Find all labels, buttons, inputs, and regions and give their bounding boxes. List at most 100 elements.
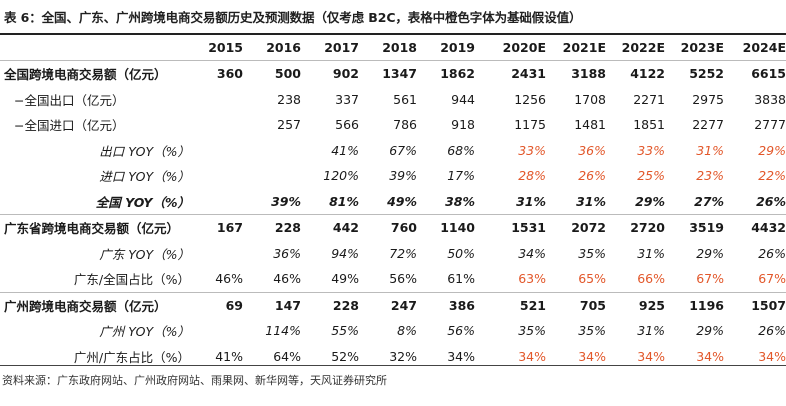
value-cell: 1175	[514, 117, 546, 133]
value-cell: 50%	[447, 245, 475, 261]
data-table: 2015 2016 2017 2018 2019 2020E 2021E 2022E 2023E…	[0, 35, 786, 369]
value-cell: 38%	[445, 193, 475, 209]
assumption-cell: 33%	[637, 142, 665, 158]
value-cell: 94%	[331, 245, 359, 261]
value-cell: 3838	[754, 91, 786, 107]
value-cell	[190, 112, 243, 138]
value-cell: 35%	[578, 323, 606, 339]
value-cell: 228	[243, 214, 301, 241]
value-cell: 1196	[665, 291, 724, 318]
row-label: 广东 YOY（%）	[99, 246, 190, 262]
value-cell: 39%	[389, 168, 417, 184]
table-row: 出口 YOY（%） 41% 67% 68% 33% 36% 33% 31% 29%	[0, 138, 786, 164]
value-cell: 1708	[574, 91, 606, 107]
value-cell: 64%	[273, 348, 301, 364]
assumption-cell: 23%	[696, 168, 724, 184]
value-cell: 2777	[754, 117, 786, 133]
value-cell: 228	[301, 291, 359, 318]
value-cell: 56%	[389, 271, 417, 287]
source-note: 资料来源：广东政府网站、广州政府网站、雨果网、新华网等，天风证券研究所	[2, 374, 387, 387]
value-cell	[190, 318, 243, 344]
table-row: −全国出口（亿元） 238 337 561 944 1256 1708 2271 2975 383…	[0, 87, 786, 113]
value-cell: 31%	[637, 323, 665, 339]
value-cell: 81%	[329, 193, 359, 209]
column-header: 2023E	[665, 35, 724, 61]
value-cell	[190, 87, 243, 113]
value-cell: 55%	[331, 323, 359, 339]
value-cell: 4432	[724, 214, 786, 241]
value-cell	[190, 163, 243, 189]
value-cell: 918	[451, 117, 475, 133]
value-cell: 31%	[637, 245, 665, 261]
value-cell	[243, 138, 301, 164]
value-cell: 257	[277, 117, 301, 133]
row-label: 出口 YOY（%）	[99, 143, 190, 159]
table-title: 表 6：全国、广东、广州跨境电商交易额历史及预测数据（仅考虑 B2C，表格中橙色…	[4, 10, 582, 25]
value-cell: 3188	[571, 66, 606, 82]
value-cell: 561	[393, 91, 417, 107]
value-cell: 17%	[447, 168, 475, 184]
row-label: 广东省跨境电商交易额（亿元）	[0, 214, 190, 241]
assumption-cell: 29%	[758, 142, 786, 158]
value-cell: 31%	[576, 193, 606, 209]
table-row: 广州 YOY（%） 114% 55% 8% 56% 35% 35% 31% 29% 26%	[0, 318, 786, 344]
value-cell: 5252	[689, 66, 724, 82]
value-cell: 902	[332, 66, 359, 82]
column-header: 2017	[301, 35, 359, 61]
value-cell: 1851	[633, 117, 665, 133]
value-cell: 49%	[331, 271, 359, 287]
value-cell: 35%	[578, 245, 606, 261]
value-cell: 56%	[447, 323, 475, 339]
table-row: −全国进口（亿元） 257 566 786 918 1175 1481 1851 2277 277…	[0, 112, 786, 138]
table-row: 广东 YOY（%） 36% 94% 72% 50% 34% 35% 31% 29% 26%	[0, 241, 786, 267]
row-label: −全国出口（亿元）	[14, 92, 125, 108]
value-cell	[243, 163, 301, 189]
value-cell: 705	[546, 291, 606, 318]
value-cell	[190, 241, 243, 267]
column-header: 2019	[417, 35, 475, 61]
value-cell: 1347	[382, 66, 417, 82]
column-header: 2024E	[724, 35, 786, 61]
table-row: 广东/全国占比（%） 46% 46% 49% 56% 61% 63% 65% 66% 67% 67%	[0, 266, 786, 292]
value-cell: 68%	[447, 142, 475, 158]
table-row: 全国 YOY（%） 39% 81% 49% 38% 31% 31% 29% 27% 26%	[0, 189, 786, 215]
value-cell: 386	[417, 291, 475, 318]
value-cell: 521	[475, 291, 546, 318]
value-cell: 760	[359, 214, 417, 241]
value-cell: 925	[606, 291, 665, 318]
value-cell: 1862	[440, 66, 475, 82]
assumption-cell: 22%	[758, 168, 786, 184]
value-cell: 2277	[692, 117, 724, 133]
column-header: 2020E	[475, 35, 546, 61]
assumption-cell: 34%	[518, 348, 546, 364]
value-cell: 238	[277, 91, 301, 107]
assumption-cell: 26%	[578, 168, 606, 184]
value-cell: 36%	[273, 245, 301, 261]
value-cell: 8%	[397, 323, 417, 339]
value-cell: 32%	[389, 348, 417, 364]
value-cell: 27%	[694, 193, 724, 209]
value-cell: 67%	[389, 142, 417, 158]
header-row: 2015 2016 2017 2018 2019 2020E 2021E 2022E 2023E…	[0, 35, 786, 61]
row-label: 广州跨境电商交易额（亿元）	[0, 291, 190, 318]
value-cell	[190, 189, 243, 215]
value-cell: 29%	[696, 323, 724, 339]
value-cell: 41%	[215, 348, 243, 364]
bottom-rule	[0, 365, 786, 366]
column-header: 2018	[359, 35, 417, 61]
assumption-cell: 67%	[696, 271, 724, 287]
value-cell: 500	[274, 66, 301, 82]
value-cell: 34%	[447, 348, 475, 364]
value-cell: 1531	[475, 214, 546, 241]
value-cell: 29%	[635, 193, 665, 209]
value-cell: 52%	[331, 348, 359, 364]
value-cell: 120%	[323, 168, 359, 184]
value-cell: 61%	[447, 271, 475, 287]
assumption-cell: 34%	[696, 348, 724, 364]
assumption-cell: 67%	[758, 271, 786, 287]
row-label: 全国 YOY（%）	[95, 194, 190, 210]
value-cell: 167	[190, 214, 243, 241]
row-label: 全国跨境电商交易额（亿元）	[4, 67, 167, 83]
assumption-cell: 34%	[758, 348, 786, 364]
value-cell: 26%	[758, 323, 786, 339]
